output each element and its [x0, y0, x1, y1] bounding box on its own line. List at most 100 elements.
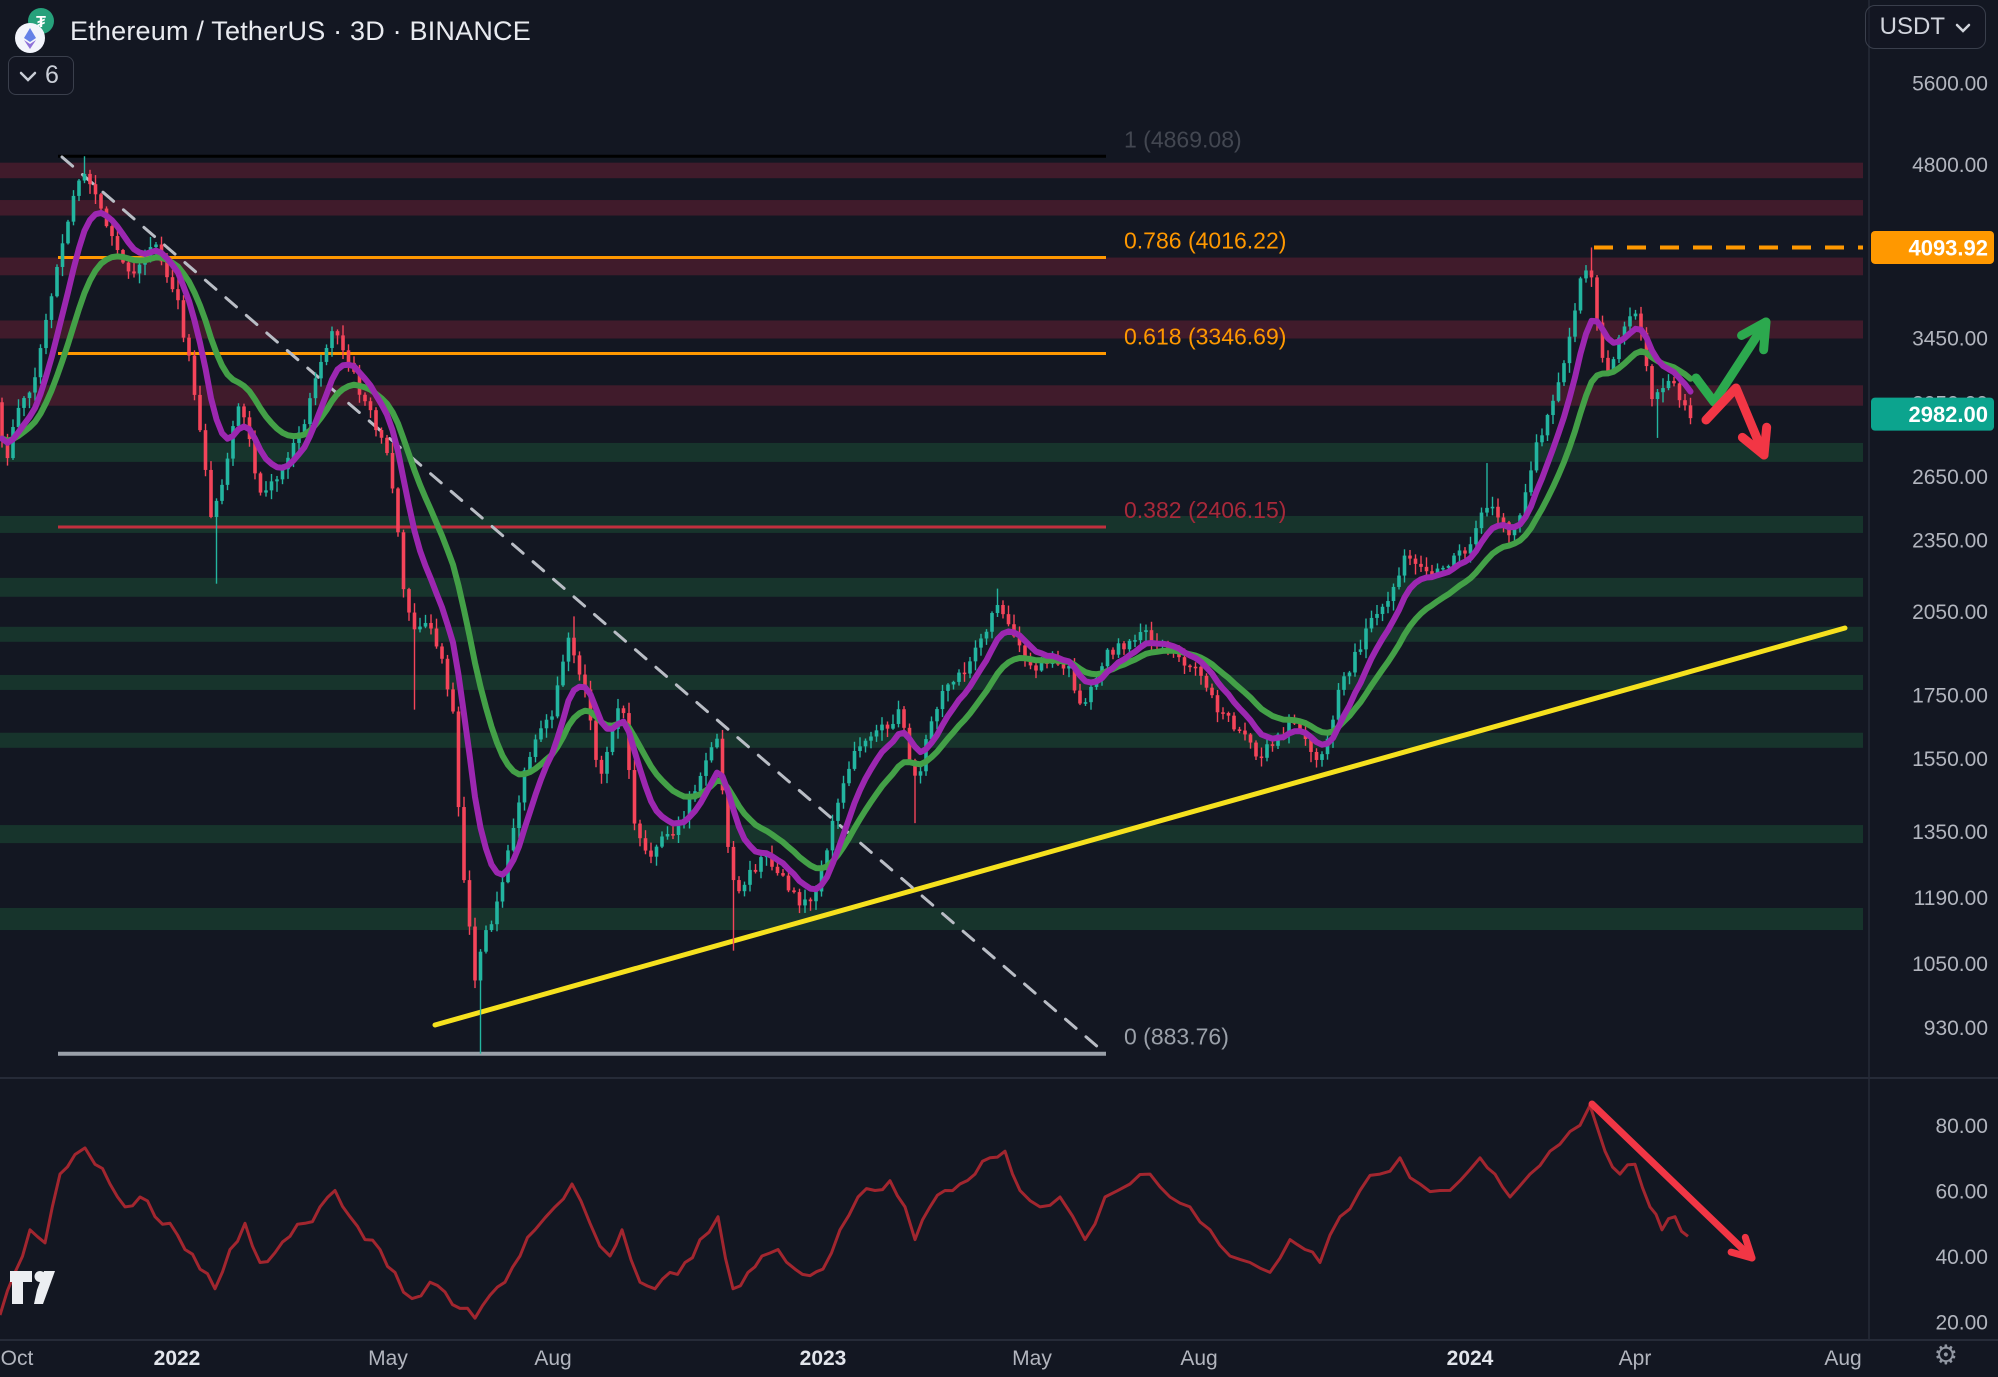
currency-selector-button[interactable]: USDT — [1864, 5, 1986, 49]
candle-body — [836, 802, 840, 821]
candle-body — [962, 672, 967, 675]
candle-body — [1501, 517, 1506, 523]
candle-body — [742, 884, 747, 892]
candle-body — [302, 424, 307, 433]
candle-body — [1347, 672, 1352, 677]
currency-label: USDT — [1879, 13, 1945, 40]
price-axis[interactable]: 5600.004800.003450.003050.002650.002350.… — [1871, 73, 1994, 1335]
candle-body — [429, 622, 433, 629]
candle-body — [1600, 322, 1605, 358]
indicators-collapse-button[interactable]: 6 — [8, 56, 74, 95]
candle-body — [5, 438, 10, 459]
candle-body — [1375, 613, 1379, 618]
tradingview-logo[interactable] — [10, 1266, 62, 1308]
candle-body — [385, 437, 389, 454]
candle-body — [1149, 630, 1154, 642]
indicator-axis-label: 60.00 — [1935, 1181, 1988, 1204]
time-axis-label: Aug — [1180, 1347, 1217, 1370]
candle-body — [275, 479, 279, 482]
candle-body — [660, 836, 664, 847]
candle-body — [341, 335, 345, 351]
level-price-badge-text: 4093.92 — [1908, 235, 1988, 260]
candle-body — [786, 875, 791, 891]
candle-body — [1336, 689, 1341, 720]
candle-body — [715, 738, 719, 748]
candle-body — [1127, 640, 1132, 650]
symbol-title[interactable]: Ethereum / TetherUS · 3D · BINANCE — [70, 15, 531, 46]
time-axis[interactable]: Oct 2022 May Aug 2023 May Aug 2024 Apr Aug — [1, 1347, 1862, 1370]
support-zone — [0, 907, 1863, 931]
candle-body — [709, 747, 714, 761]
rsi-indicator-pane[interactable] — [0, 1100, 1756, 1320]
candle-body — [1589, 270, 1594, 278]
candle-body — [346, 350, 351, 363]
time-axis-label: May — [1012, 1347, 1052, 1370]
candle-body — [1083, 702, 1088, 704]
candle-body — [1358, 649, 1363, 652]
fib-retracement: 1 (4869.08) 0.786 (4016.22) 0.618 (3346.69… — [58, 126, 1286, 1056]
price-axis-label: 2650.00 — [1912, 466, 1988, 489]
settings-gear-icon[interactable]: ⚙ — [1933, 1340, 1958, 1370]
time-axis-label: 2023 — [800, 1347, 847, 1370]
candle-body — [401, 532, 406, 590]
candle-body — [38, 348, 43, 378]
candle-body — [176, 289, 180, 301]
green-up-arrow-annotation-shaft — [1691, 317, 1771, 407]
gray-dashed-downtrend-line — [60, 155, 1108, 1056]
candle-body — [1226, 713, 1231, 716]
candle-body — [896, 709, 901, 724]
candle-body — [291, 442, 296, 458]
candle-body — [825, 850, 829, 871]
candle-body — [1314, 751, 1319, 760]
candle-body — [1688, 405, 1693, 419]
candle-body — [1677, 383, 1682, 401]
candle-body — [1105, 649, 1110, 667]
candle-body — [1424, 566, 1429, 572]
candle-body — [830, 820, 835, 851]
candle-body — [1309, 739, 1313, 752]
candle-body — [748, 869, 752, 885]
resistance-zone — [0, 257, 1863, 276]
green-up-arrow-annotation — [1691, 317, 1771, 407]
time-axis-label: 2022 — [154, 1347, 201, 1370]
candle-body — [638, 823, 642, 839]
candle-body — [214, 500, 219, 518]
candle-body — [1534, 442, 1539, 471]
candle-body — [489, 924, 494, 931]
candle-body — [110, 226, 114, 237]
candle-body — [1551, 400, 1555, 416]
candle-body — [66, 221, 70, 244]
fib-level-label: 0.786 (4016.22) — [1124, 228, 1286, 254]
candle-body — [891, 723, 895, 729]
candle-body — [170, 277, 175, 290]
candle-body — [676, 821, 681, 835]
candle-body — [231, 426, 235, 459]
candle-body — [643, 838, 648, 851]
candle-body — [1270, 744, 1275, 746]
candle-body — [225, 458, 230, 485]
candle-body — [1001, 605, 1005, 615]
candle-body — [434, 628, 439, 647]
ethereum-icon — [15, 23, 45, 53]
candle-body — [462, 807, 466, 881]
candle-body — [979, 638, 983, 648]
candle-body — [1023, 645, 1027, 661]
candle-body — [324, 347, 329, 362]
candle-body — [1672, 380, 1676, 384]
candle-body — [1446, 566, 1451, 568]
candle-body — [1182, 657, 1187, 666]
candle-body — [1683, 400, 1687, 406]
candle-body — [1210, 687, 1214, 696]
candle-body — [1353, 651, 1357, 673]
candle-body — [583, 674, 587, 690]
candle-body — [1028, 660, 1033, 666]
price-axis-label: 4800.00 — [1912, 154, 1988, 177]
candle-body — [484, 930, 488, 952]
candle-body — [863, 740, 868, 747]
candle-body — [918, 771, 923, 776]
candle-body — [605, 751, 609, 774]
candle-body — [1193, 666, 1198, 669]
candle-body — [770, 854, 774, 867]
candle-body — [16, 407, 21, 428]
